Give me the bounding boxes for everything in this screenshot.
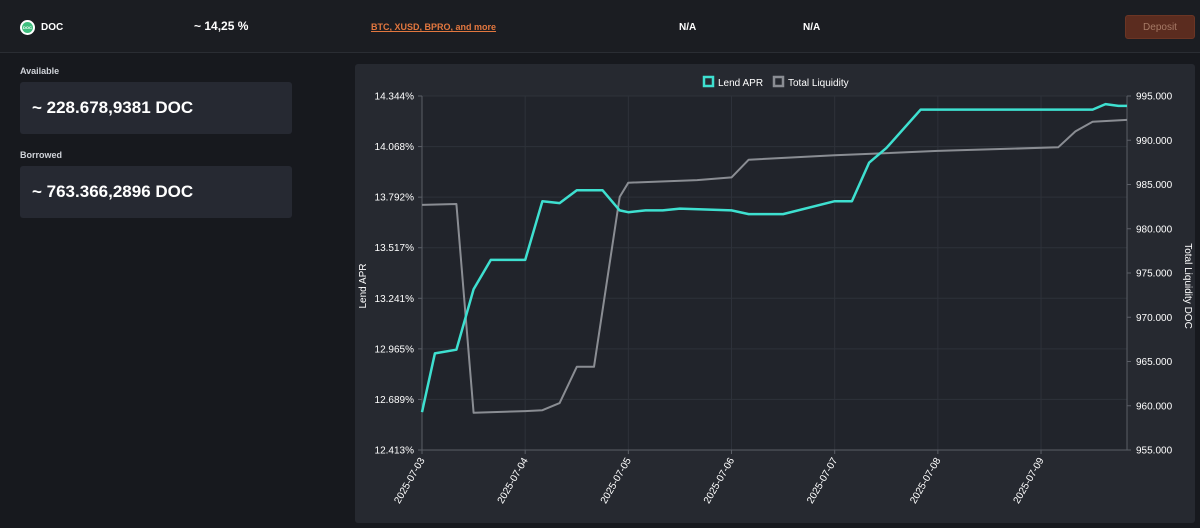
deposit-button[interactable]: Deposit bbox=[1125, 15, 1195, 39]
lend-apr-line bbox=[420, 102, 1127, 413]
total-liquidity-line bbox=[421, 118, 1128, 414]
x-tick-label: 2025-07-08 bbox=[908, 456, 943, 506]
right-tick-label: 970.000 bbox=[1136, 313, 1173, 324]
available-card: ~ 228.678,9381 DOC bbox=[20, 82, 292, 134]
left-tick-label: 13.792% bbox=[375, 193, 415, 204]
left-tick-label: 14.068% bbox=[375, 142, 415, 153]
apr-value: ~ 14,25 % bbox=[194, 19, 249, 33]
left-tick-label: 12.689% bbox=[375, 395, 415, 406]
right-tick-label: 980.000 bbox=[1136, 224, 1173, 235]
asset-row: DOC DOC ~ 14,25 % BTC, XUSD, BPRO, and m… bbox=[0, 0, 1200, 53]
left-tick-label: 12.413% bbox=[375, 446, 415, 457]
asset-name: DOC bbox=[41, 22, 64, 33]
right-tick-label: 995.000 bbox=[1136, 92, 1173, 103]
doc-coin-icon-text: DOC bbox=[22, 22, 33, 33]
right-tick-label: 985.000 bbox=[1136, 180, 1173, 191]
right-tick-label: 960.000 bbox=[1136, 401, 1173, 412]
left-tick-label: 12.965% bbox=[375, 344, 415, 355]
chart-series bbox=[420, 102, 1128, 414]
left-tick-label: 13.517% bbox=[375, 243, 415, 254]
x-tick-label: 2025-07-03 bbox=[392, 456, 427, 506]
legend-swatch bbox=[772, 75, 785, 88]
x-tick-label: 2025-07-06 bbox=[702, 456, 737, 506]
asset-cell: DOC DOC bbox=[20, 20, 63, 35]
left-tick-label: 13.241% bbox=[375, 294, 415, 305]
x-axis-ticks: 2025-07-03 2025-07-04 2025-07-05 2025-07-06… bbox=[392, 450, 1047, 506]
right-tick-label: 965.000 bbox=[1136, 357, 1173, 368]
chart-panel: Lend APR Total Liquidity 14.344% 14.068% 13… bbox=[355, 64, 1195, 523]
x-tick-label: 2025-07-04 bbox=[496, 456, 531, 506]
legend-label: Total Liquidity bbox=[788, 78, 849, 89]
right-tick-label: 990.000 bbox=[1136, 136, 1173, 147]
right-axis-ticks: 995.000 990.000 985.000 980.000 975.000 970.0… bbox=[1127, 92, 1173, 457]
legend-label: Lend APR bbox=[718, 78, 763, 89]
left-axis-title: Lend APR bbox=[358, 263, 369, 308]
na-value-2: N/A bbox=[803, 22, 821, 33]
available-label: Available bbox=[20, 66, 60, 76]
na-value-1: N/A bbox=[679, 22, 697, 33]
doc-coin-icon: DOC bbox=[20, 20, 35, 35]
plot-area bbox=[422, 96, 1127, 450]
right-tick-label: 955.000 bbox=[1136, 446, 1173, 457]
x-tick-label: 2025-07-09 bbox=[1012, 456, 1047, 506]
x-tick-label: 2025-07-05 bbox=[599, 456, 634, 506]
right-tick-label: 975.000 bbox=[1136, 269, 1173, 280]
left-tick-label: 14.344% bbox=[375, 92, 415, 103]
left-axis-ticks: 14.344% 14.068% 13.792% 13.517% 13.241% 12.96… bbox=[375, 92, 422, 457]
collateral-link[interactable]: BTC, XUSD, BPRO, and more bbox=[371, 22, 497, 32]
x-tick-label: 2025-07-07 bbox=[805, 456, 840, 506]
right-axis-title: Total Liquidity DOC bbox=[1182, 243, 1193, 329]
available-value: ~ 228.678,9381 DOC bbox=[32, 98, 194, 117]
borrowed-label: Borrowed bbox=[20, 150, 63, 160]
chart-legend: Lend APR Total Liquidity bbox=[702, 75, 849, 89]
borrowed-value: ~ 763.366,2896 DOC bbox=[32, 182, 194, 201]
legend-swatch bbox=[702, 75, 715, 88]
chart-grid bbox=[421, 95, 1128, 451]
liquidity-apr-chart: Lend APR Total Liquidity 14.344% 14.068% 13… bbox=[358, 75, 1193, 506]
borrowed-card: ~ 763.366,2896 DOC bbox=[20, 166, 292, 218]
